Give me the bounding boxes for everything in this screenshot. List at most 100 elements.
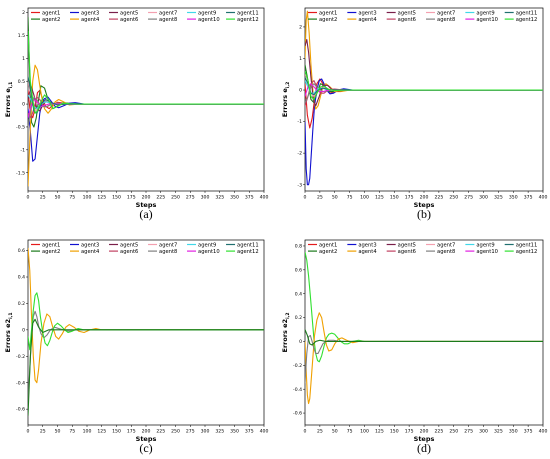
y-tick-label: 0.6 xyxy=(18,248,25,254)
x-tick-label: 25 xyxy=(317,195,323,201)
x-tick-label: 300 xyxy=(201,195,210,201)
legend-label-agent8: agent8 xyxy=(159,17,177,23)
x-tick-label: 75 xyxy=(347,429,353,435)
legend-label-agent4: agent4 xyxy=(81,249,100,255)
y-tick-label: 0.4 xyxy=(18,275,25,281)
x-tick-label: 0 xyxy=(27,429,30,435)
legend-label-agent4: agent4 xyxy=(358,249,377,255)
x-tick-label: 150 xyxy=(390,429,399,435)
x-tick-label: 300 xyxy=(479,429,488,435)
plot-frame xyxy=(304,239,544,426)
x-tick-label: 300 xyxy=(201,429,210,435)
y-tick-label: 0.8 xyxy=(295,244,302,250)
y-tick-label: -0.4 xyxy=(293,387,302,393)
x-tick-label: 100 xyxy=(360,195,369,201)
legend-label-agent11: agent11 xyxy=(516,242,538,248)
legend-label-agent12: agent12 xyxy=(516,249,538,255)
x-tick-label: 50 xyxy=(55,195,61,201)
series-group xyxy=(28,247,264,416)
y-tick-label: -0.2 xyxy=(16,354,25,360)
x-tick-label: 375 xyxy=(524,195,533,201)
legend-label-agent12: agent12 xyxy=(516,17,538,23)
x-tick-label: 225 xyxy=(156,195,165,201)
x-tick-label: 150 xyxy=(112,429,121,435)
x-tick-label: 400 xyxy=(260,429,269,435)
x-tick-label: 225 xyxy=(156,429,165,435)
y-tick-label: 0 xyxy=(22,327,25,333)
x-tick-label: 325 xyxy=(494,195,503,201)
legend-label-agent1: agent1 xyxy=(42,10,60,16)
legend-label-agent2: agent2 xyxy=(319,17,337,23)
x-tick-label: 125 xyxy=(97,429,106,435)
legend-label-agent4: agent4 xyxy=(358,17,377,23)
x-tick-label: 275 xyxy=(186,429,195,435)
legend-label-agent11: agent11 xyxy=(516,10,538,16)
legend-label-agent2: agent2 xyxy=(42,17,60,23)
y-tick-label: -0.6 xyxy=(16,407,25,413)
series-line-agent3 xyxy=(28,96,264,162)
y-tick-label: -1.5 xyxy=(16,170,25,176)
x-tick-label: 150 xyxy=(112,195,121,201)
x-tick-label: 375 xyxy=(245,195,254,201)
y-tick-label: -0.5 xyxy=(16,125,25,131)
y-tick-label: -0.2 xyxy=(293,363,302,369)
legend-label-agent3: agent3 xyxy=(358,10,376,16)
series-line-agent4 xyxy=(28,64,264,187)
x-tick-label: 350 xyxy=(230,195,239,201)
y-tick-label: 1 xyxy=(22,56,25,62)
y-tick-label: -0.4 xyxy=(16,380,25,386)
x-tick-label: 125 xyxy=(375,195,384,201)
legend-label-agent1: agent1 xyxy=(319,242,337,248)
x-tick-label: 200 xyxy=(420,429,429,435)
y-tick-label: 0 xyxy=(299,339,302,345)
legend-label-agent5: agent5 xyxy=(120,10,138,16)
legend-label-agent11: agent11 xyxy=(237,10,259,16)
x-tick-label: 200 xyxy=(142,429,151,435)
y-tick-label: -1 xyxy=(20,147,25,153)
x-tick-label: 250 xyxy=(449,429,458,435)
x-tick-label: 225 xyxy=(434,429,443,435)
y-tick-label: 0.5 xyxy=(18,79,25,85)
x-tick-label: 100 xyxy=(83,195,92,201)
series-line-agent12 xyxy=(305,251,543,363)
x-tick-label: 350 xyxy=(509,429,518,435)
series-line-agent2 xyxy=(305,329,543,346)
x-tick-label: 175 xyxy=(127,195,136,201)
x-tick-label: 375 xyxy=(245,429,254,435)
y-tick-label: 2 xyxy=(22,10,25,16)
chart-panel-3: 0 25 50 75 100 125 150 175 200 225 250 275 300 325 350… xyxy=(4,239,269,455)
x-tick-label: 300 xyxy=(479,195,488,201)
legend-label-agent6: agent6 xyxy=(398,17,416,23)
legend-label-agent6: agent6 xyxy=(120,17,138,23)
legend-label-agent8: agent8 xyxy=(437,249,455,255)
y-axis-label: Errors e2i,2 xyxy=(281,313,291,353)
x-tick-label: 400 xyxy=(260,195,269,201)
x-tick-label: 225 xyxy=(434,195,443,201)
y-tick-label: 1 xyxy=(299,56,302,62)
x-tick-label: 100 xyxy=(83,429,92,435)
panel-caption: (d) xyxy=(417,441,431,455)
y-tick-label: 0.2 xyxy=(18,301,25,307)
y-tick-label: 1.5 xyxy=(18,33,25,39)
y-tick-label: -0.6 xyxy=(293,411,302,417)
legend-label-agent3: agent3 xyxy=(81,242,99,248)
y-axis-label: Errors ei,2 xyxy=(281,82,291,117)
x-tick-label: 350 xyxy=(509,195,518,201)
series-line-agent12 xyxy=(28,292,264,351)
y-tick-label: 0 xyxy=(22,102,25,108)
legend-label-agent3: agent3 xyxy=(81,10,99,16)
legend-label-agent2: agent2 xyxy=(319,249,337,255)
x-tick-label: 50 xyxy=(55,429,61,435)
panel-caption: (c) xyxy=(139,441,152,455)
y-tick-label: -2 xyxy=(297,151,302,157)
series-line-agent4 xyxy=(305,312,543,405)
legend-label-agent1: agent1 xyxy=(319,10,337,16)
x-tick-label: 400 xyxy=(539,429,548,435)
x-tick-label: 350 xyxy=(230,429,239,435)
legend-label-agent9: agent9 xyxy=(476,10,494,16)
legend-label-agent5: agent5 xyxy=(120,242,138,248)
x-tick-label: 200 xyxy=(142,195,151,201)
y-axis-label: Errors ei,1 xyxy=(4,82,14,117)
